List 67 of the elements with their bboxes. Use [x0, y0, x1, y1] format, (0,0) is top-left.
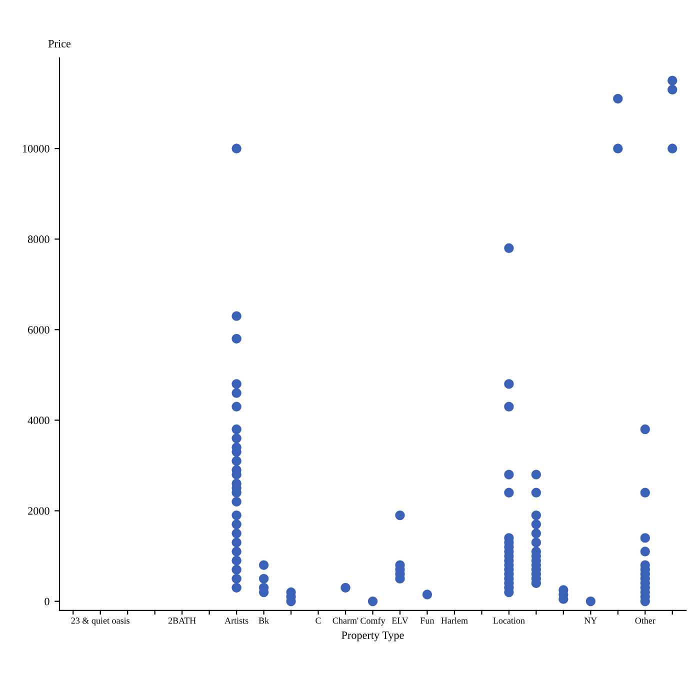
point	[232, 424, 242, 434]
point	[504, 470, 514, 480]
y-tick-label: 4000	[28, 416, 50, 424]
y-tick-label: 0	[44, 598, 50, 606]
point	[232, 556, 242, 566]
point	[232, 564, 242, 574]
x-tick-label: Comfy	[360, 617, 386, 626]
point	[640, 546, 650, 556]
y-axis-title: Price	[48, 40, 71, 48]
point	[340, 582, 350, 593]
point	[640, 533, 650, 543]
x-tick-label: 2BATH	[168, 618, 196, 624]
point	[232, 144, 242, 154]
point	[232, 582, 242, 593]
point	[640, 488, 650, 498]
point	[232, 311, 242, 321]
point	[368, 596, 378, 606]
point	[232, 388, 242, 398]
y-tick-label: 10000	[22, 144, 50, 152]
point	[613, 94, 623, 104]
point	[613, 144, 623, 154]
point	[232, 496, 242, 507]
point	[668, 84, 678, 95]
point	[586, 596, 596, 606]
point	[531, 538, 542, 548]
x-tick-label: C	[316, 618, 321, 624]
point	[232, 402, 242, 412]
x-tick-label: 23 & quiet oasis	[71, 618, 130, 626]
point	[531, 519, 542, 530]
point	[232, 528, 242, 538]
point	[258, 560, 269, 570]
point	[232, 546, 242, 556]
point	[232, 334, 242, 344]
x-tick-label: NY	[584, 618, 597, 624]
point	[232, 456, 242, 466]
point	[232, 538, 242, 548]
point	[232, 510, 242, 520]
point	[504, 379, 514, 389]
point	[232, 433, 242, 444]
point	[422, 590, 432, 600]
x-tick-label: ELV	[392, 618, 408, 624]
point	[531, 488, 542, 498]
point	[395, 510, 405, 520]
x-tick-label: Location	[493, 618, 525, 624]
x-tick-label: Artists	[224, 618, 248, 624]
x-tick-label: Harlem	[441, 617, 468, 624]
point	[531, 510, 542, 520]
point	[504, 243, 514, 254]
point	[668, 144, 678, 154]
point	[504, 402, 514, 412]
point	[668, 76, 678, 86]
x-tick-label: Fun	[420, 618, 434, 624]
x-axis-title: Property Type	[342, 632, 404, 642]
point	[531, 470, 542, 480]
y-tick-label: 6000	[28, 326, 50, 334]
y-tick-label: 2000	[28, 507, 50, 515]
point	[232, 379, 242, 389]
x-tick-label: Bk	[258, 617, 270, 624]
point	[232, 519, 242, 530]
point	[232, 574, 242, 584]
point	[258, 574, 269, 584]
point	[504, 488, 514, 498]
y-tick-label: 8000	[28, 236, 50, 244]
x-tick-label: Charm'	[332, 617, 358, 624]
point	[531, 528, 542, 538]
point	[640, 424, 650, 434]
x-tick-label: Other	[635, 617, 656, 624]
